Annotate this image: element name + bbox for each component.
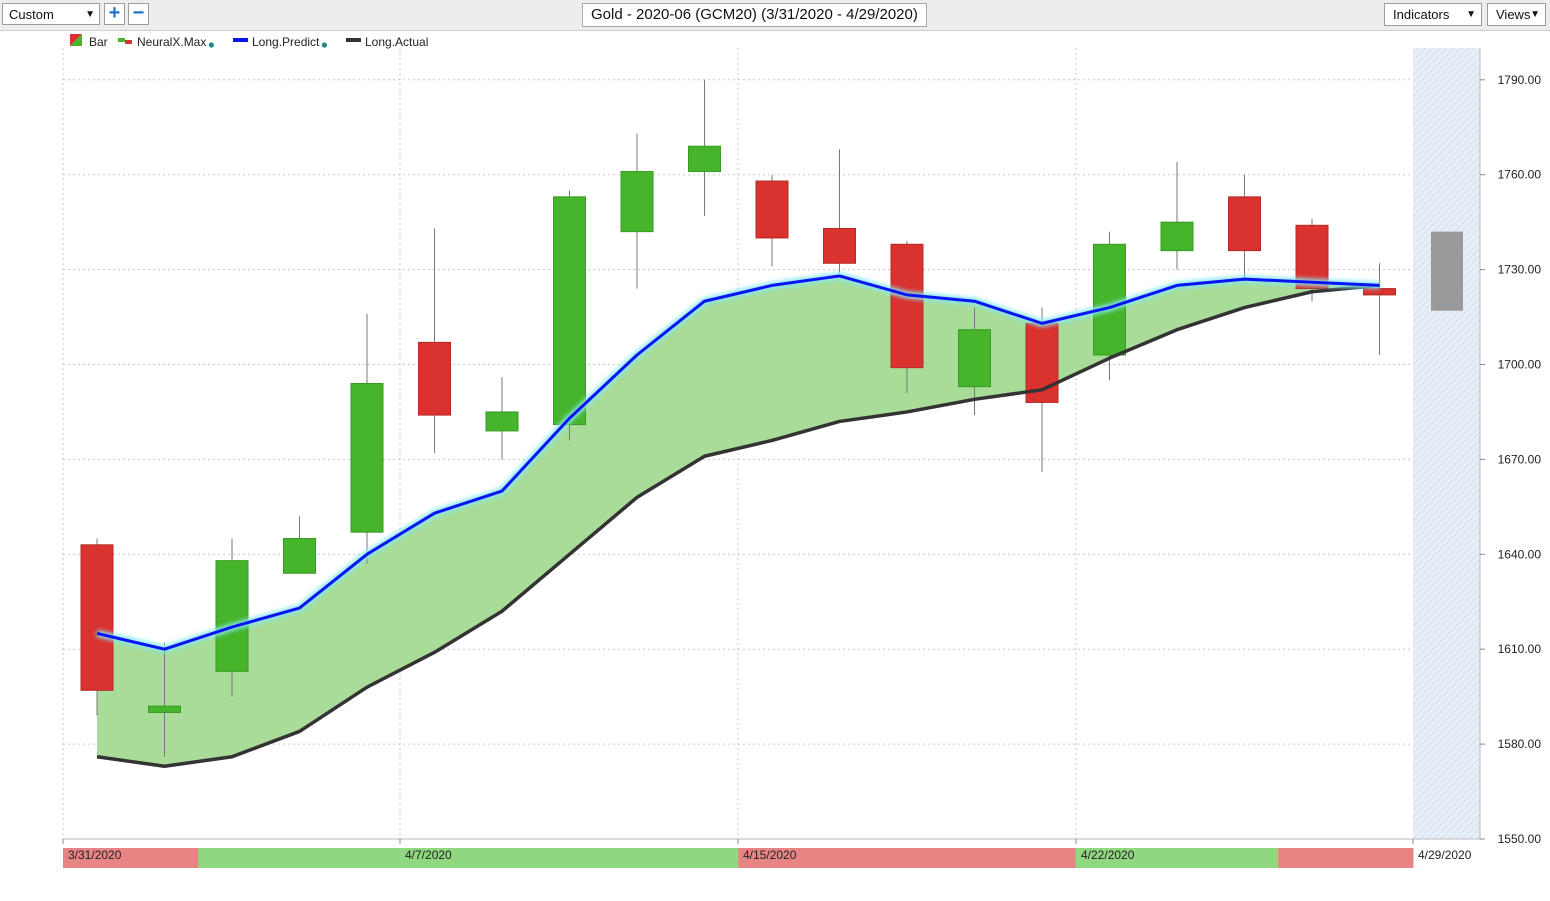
candle-body xyxy=(485,411,519,432)
layout-select[interactable]: Custom ▼ xyxy=(2,3,100,25)
candle-body xyxy=(620,171,654,233)
candle-body xyxy=(755,180,789,239)
candle-body xyxy=(283,537,316,574)
legend-bar-swatch-up xyxy=(70,34,82,46)
signal-segment xyxy=(1278,848,1347,868)
signal-segment xyxy=(265,848,334,868)
zoom-out-button[interactable]: − xyxy=(128,3,149,25)
x-tick-label: 4/15/2020 xyxy=(743,848,797,862)
forecast-bar xyxy=(1431,231,1463,311)
candle-body xyxy=(215,560,249,672)
signal-segment xyxy=(400,848,469,868)
long-predict-line xyxy=(96,274,1380,651)
y-tick-label: 1790.00 xyxy=(1498,73,1542,87)
x-tick-label: 4/7/2020 xyxy=(405,848,452,862)
x-axis: 3/31/2020 4/7/2020 4/15/2020 4/22/2020 4/29/… xyxy=(62,838,1480,862)
layout-select-value: Custom xyxy=(9,7,54,22)
candle-body xyxy=(350,382,384,533)
views-button[interactable]: Views ▼ xyxy=(1487,3,1546,26)
legend-neuralx-swatch-down xyxy=(125,40,132,44)
y-tick-label: 1730.00 xyxy=(1498,263,1542,277)
forecast-zone-fill xyxy=(1413,48,1480,839)
price-chart[interactable]: Bar NeuralX.Max Long.Predict Long.Actual 17… xyxy=(0,31,1550,901)
signal-segment xyxy=(1075,848,1144,868)
candle-body xyxy=(958,329,991,388)
y-tick-label: 1700.00 xyxy=(1498,358,1542,372)
candle-body xyxy=(418,341,451,416)
zoom-in-button[interactable]: + xyxy=(104,3,125,25)
signal-segment xyxy=(130,848,199,868)
forecast-zone xyxy=(1413,48,1480,839)
legend-label: Long.Actual xyxy=(365,35,428,49)
signal-segment xyxy=(738,848,807,868)
candle-body xyxy=(553,196,586,426)
y-tick-label: 1550.00 xyxy=(1498,832,1542,846)
signal-segment xyxy=(603,848,672,868)
signal-segment xyxy=(1210,848,1279,868)
candle-body xyxy=(1228,196,1261,252)
legend-label: Long.Predict xyxy=(252,35,320,49)
legend-neuralx-swatch-up xyxy=(118,38,125,42)
chevron-down-icon: ▼ xyxy=(1530,9,1540,20)
signal-segment xyxy=(535,848,604,868)
signal-segment xyxy=(468,848,537,868)
legend-label: Bar xyxy=(89,35,108,49)
candle-body xyxy=(148,705,181,713)
candle-body xyxy=(1363,288,1396,296)
minus-icon: − xyxy=(132,2,145,24)
legend: Bar NeuralX.Max Long.Predict Long.Actual xyxy=(70,34,428,49)
chevron-down-icon: ▼ xyxy=(85,9,95,20)
signal-segment xyxy=(198,848,267,868)
candle-body xyxy=(688,145,721,173)
series-lines xyxy=(96,272,1380,768)
legend-settings-dot-icon xyxy=(321,42,327,48)
candle-body xyxy=(890,243,924,369)
signal-segment xyxy=(670,848,739,868)
x-tick-label: 4/29/2020 xyxy=(1418,848,1472,862)
chart-title[interactable]: Gold - 2020-06 (GCM20) (3/31/2020 - 4/29… xyxy=(582,3,927,27)
signal-segment xyxy=(1345,848,1414,868)
prediction-band-area xyxy=(97,275,1380,767)
y-tick-label: 1610.00 xyxy=(1498,642,1542,656)
candle-body xyxy=(1295,224,1329,290)
legend-settings-dot-icon xyxy=(208,42,214,48)
chevron-down-icon: ▼ xyxy=(1466,9,1476,20)
signal-segment xyxy=(873,848,942,868)
signal-segment xyxy=(805,848,874,868)
signal-segment xyxy=(1143,848,1212,868)
y-tick-label: 1670.00 xyxy=(1498,452,1542,466)
x-tick-label: 3/31/2020 xyxy=(68,848,122,862)
plus-icon: + xyxy=(108,2,121,24)
signal-segment xyxy=(940,848,1009,868)
signal-segment xyxy=(1008,848,1077,868)
signal-segment xyxy=(333,848,402,868)
legend-predict-swatch xyxy=(233,38,248,42)
y-tick-label: 1580.00 xyxy=(1498,737,1542,751)
y-tick-label: 1640.00 xyxy=(1498,547,1542,561)
legend-label: NeuralX.Max xyxy=(137,35,206,49)
views-label: Views xyxy=(1496,7,1531,22)
candle-body xyxy=(1160,221,1194,252)
indicators-button[interactable]: Indicators ▼ xyxy=(1384,3,1482,26)
indicators-label: Indicators xyxy=(1393,7,1450,22)
candle-body xyxy=(80,544,114,691)
toolbar: Custom ▼ + − Gold - 2020-06 (GCM20) (3/3… xyxy=(0,0,1550,31)
y-axis: 1790.00 1760.00 1730.00 1700.00 1670.00 1640.… xyxy=(1479,48,1542,846)
signal-segment xyxy=(63,848,132,868)
x-tick-label: 4/22/2020 xyxy=(1081,848,1135,862)
long-actual-line xyxy=(96,283,1380,768)
candle-body xyxy=(823,227,856,264)
candles xyxy=(80,79,1463,757)
signal-bar xyxy=(63,848,1414,868)
y-tick-label: 1760.00 xyxy=(1498,168,1542,182)
candle-body xyxy=(1093,243,1126,356)
legend-actual-swatch xyxy=(346,38,361,42)
prediction-band xyxy=(97,275,1380,767)
